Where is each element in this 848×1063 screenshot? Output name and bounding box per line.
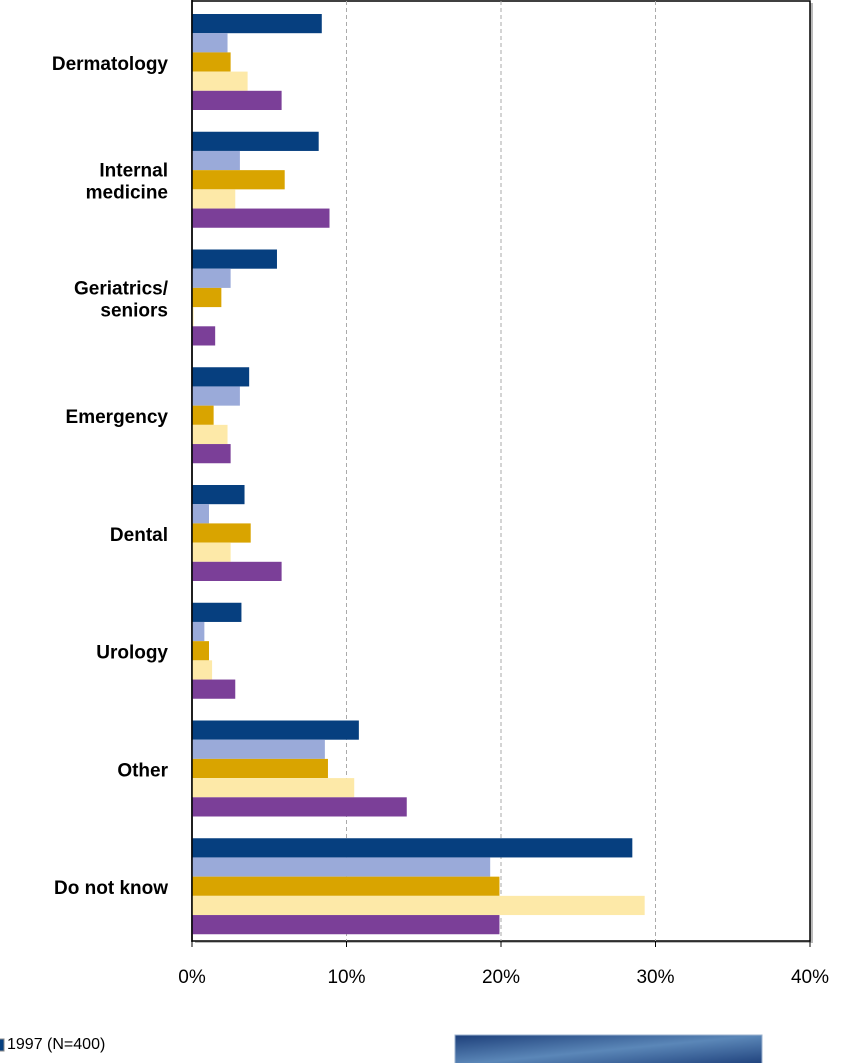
bar [192, 778, 355, 798]
bar [192, 287, 222, 308]
bar [192, 758, 328, 779]
bar [192, 307, 194, 327]
bar [192, 150, 240, 171]
category-label: Emergency [66, 407, 169, 428]
category-label: Geriatrics/seniors [74, 278, 169, 321]
bar [192, 405, 214, 425]
category-label: Dental [110, 525, 168, 546]
bar [192, 561, 282, 581]
x-tick-label: 10% [327, 967, 365, 988]
bar [192, 33, 228, 53]
x-tick-label: 0% [178, 967, 206, 988]
bar [192, 641, 209, 661]
bar [192, 386, 240, 406]
bar [192, 797, 407, 817]
bar [192, 523, 251, 543]
bar [192, 602, 242, 622]
category-label: Dermatology [52, 54, 169, 75]
category-label: Internal medicine [86, 161, 168, 204]
bar [192, 444, 231, 464]
bar [192, 170, 285, 190]
bar [192, 52, 231, 72]
bar [192, 621, 205, 642]
bar [192, 838, 633, 858]
bar [192, 131, 319, 151]
bar [192, 14, 322, 34]
x-tick-label: 40% [791, 967, 829, 988]
bar [192, 895, 645, 916]
bar [192, 367, 250, 387]
bar [192, 660, 213, 680]
bar [192, 504, 209, 524]
bar [192, 326, 216, 346]
bar [192, 679, 236, 699]
x-tick-label: 30% [636, 967, 674, 988]
bar [192, 90, 282, 110]
x-tick-label: 20% [482, 967, 520, 988]
bar [192, 249, 277, 269]
bar [192, 208, 330, 228]
legend-label: 1997 (N=400) [7, 1036, 105, 1053]
logo [454, 1034, 763, 1063]
bar [192, 424, 228, 445]
category-label: Do not know [54, 878, 168, 899]
bar [192, 720, 359, 740]
legend-swatch [0, 1038, 5, 1052]
category-label: Urology [96, 643, 168, 664]
bar [192, 857, 491, 877]
bar [192, 876, 500, 896]
bar [192, 71, 248, 91]
bar [192, 485, 245, 505]
bar [192, 189, 236, 209]
bar [192, 739, 325, 759]
bar [192, 268, 231, 288]
category-label: Other [117, 760, 168, 781]
bar [192, 915, 500, 935]
bar [192, 542, 231, 562]
